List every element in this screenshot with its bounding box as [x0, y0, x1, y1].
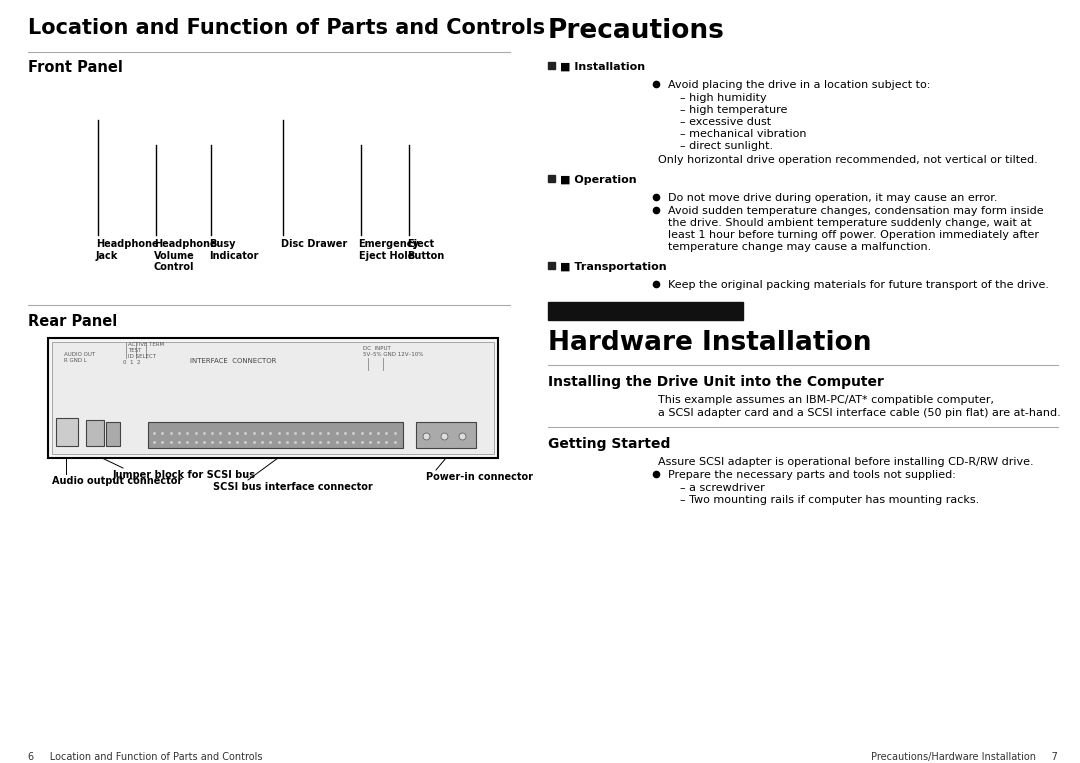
Text: – Two mounting rails if computer has mounting racks.: – Two mounting rails if computer has mou…	[680, 495, 980, 505]
Text: 0  1  2: 0 1 2	[123, 360, 140, 365]
Text: ■ Installation: ■ Installation	[561, 62, 645, 72]
Text: ■ Transportation: ■ Transportation	[561, 262, 666, 272]
Text: Getting Started: Getting Started	[548, 437, 671, 451]
Bar	[48, 338, 498, 458]
Text: – mechanical vibration: – mechanical vibration	[680, 129, 807, 139]
Text: Rear Panel: Rear Panel	[28, 314, 118, 329]
Bar	[106, 422, 120, 446]
Text: Eject
Button: Eject Button	[407, 239, 444, 261]
Text: Emergency
Eject Hole: Emergency Eject Hole	[359, 239, 419, 261]
Text: a SCSI adapter card and a SCSI interface cable (50 pin flat) are at-hand.: a SCSI adapter card and a SCSI interface…	[658, 408, 1061, 418]
Bar	[548, 262, 555, 269]
Text: DC  INPUT
5V–5% GND 12V–10%: DC INPUT 5V–5% GND 12V–10%	[363, 346, 423, 357]
Text: AUDIO OUT
R GND L: AUDIO OUT R GND L	[64, 352, 95, 362]
Text: Precautions/Hardware Installation     7: Precautions/Hardware Installation 7	[872, 752, 1058, 762]
Text: This example assumes an IBM-PC/AT* compatible computer,: This example assumes an IBM-PC/AT* compa…	[658, 395, 994, 405]
Text: Only horizontal drive operation recommended, not vertical or tilted.: Only horizontal drive operation recommen…	[658, 155, 1038, 165]
Text: SCSI bus interface connector: SCSI bus interface connector	[213, 482, 373, 492]
Text: Avoid placing the drive in a location subject to:: Avoid placing the drive in a location su…	[669, 80, 930, 90]
Text: – high temperature: – high temperature	[680, 105, 787, 115]
Text: Do not move drive during operation, it may cause an error.: Do not move drive during operation, it m…	[669, 193, 998, 203]
Text: – high humidity: – high humidity	[680, 93, 767, 103]
Text: Location and Function of Parts and Controls: Location and Function of Parts and Contr…	[28, 18, 545, 38]
Text: Avoid sudden temperature changes, condensation may form inside: Avoid sudden temperature changes, conden…	[669, 206, 1043, 216]
Text: INTERFACE  CONNECTOR: INTERFACE CONNECTOR	[190, 358, 276, 364]
Bar	[86, 420, 104, 446]
Text: temperature change may cause a malfunction.: temperature change may cause a malfuncti…	[669, 242, 931, 252]
Bar	[56, 418, 78, 446]
Text: Installing the Drive Unit into the Computer: Installing the Drive Unit into the Compu…	[548, 375, 883, 389]
Text: Front Panel: Front Panel	[28, 60, 123, 75]
Bar	[548, 62, 555, 69]
Text: Hardware Installation: Hardware Installation	[548, 330, 872, 356]
Text: Busy
Indicator: Busy Indicator	[210, 239, 258, 261]
Bar	[148, 422, 403, 448]
Text: – direct sunlight.: – direct sunlight.	[680, 141, 773, 151]
Text: ■ Operation: ■ Operation	[561, 175, 636, 185]
Text: – a screwdriver: – a screwdriver	[680, 483, 765, 493]
Text: Headphone
Volume
Control: Headphone Volume Control	[153, 239, 216, 272]
Bar	[52, 342, 494, 454]
Text: – excessive dust: – excessive dust	[680, 117, 771, 127]
Text: Precautions: Precautions	[548, 18, 725, 44]
Text: the drive. Should ambient temperature suddenly change, wait at: the drive. Should ambient temperature su…	[669, 218, 1031, 228]
Text: Keep the original packing materials for future transport of the drive.: Keep the original packing materials for …	[669, 280, 1049, 290]
Text: Power-in connector: Power-in connector	[426, 472, 534, 482]
Text: Audio output connector: Audio output connector	[52, 476, 183, 486]
Text: ACTIVE TERM
TEST
ID SELECT: ACTIVE TERM TEST ID SELECT	[129, 342, 164, 359]
Text: Jumper block for SCSI bus: Jumper block for SCSI bus	[113, 470, 256, 480]
Bar	[548, 175, 555, 182]
Text: Headphone
Jack: Headphone Jack	[96, 239, 159, 261]
Text: least 1 hour before turning off power. Operation immediately after: least 1 hour before turning off power. O…	[669, 230, 1039, 240]
Text: 6     Location and Function of Parts and Controls: 6 Location and Function of Parts and Con…	[28, 752, 262, 762]
Text: Disc Drawer: Disc Drawer	[282, 239, 348, 249]
Bar	[416, 422, 476, 448]
Text: Assure SCSI adapter is operational before installing CD-R/RW drive.: Assure SCSI adapter is operational befor…	[658, 457, 1034, 467]
Text: Prepare the necessary parts and tools not supplied:: Prepare the necessary parts and tools no…	[669, 470, 956, 480]
Bar	[548, 302, 743, 320]
